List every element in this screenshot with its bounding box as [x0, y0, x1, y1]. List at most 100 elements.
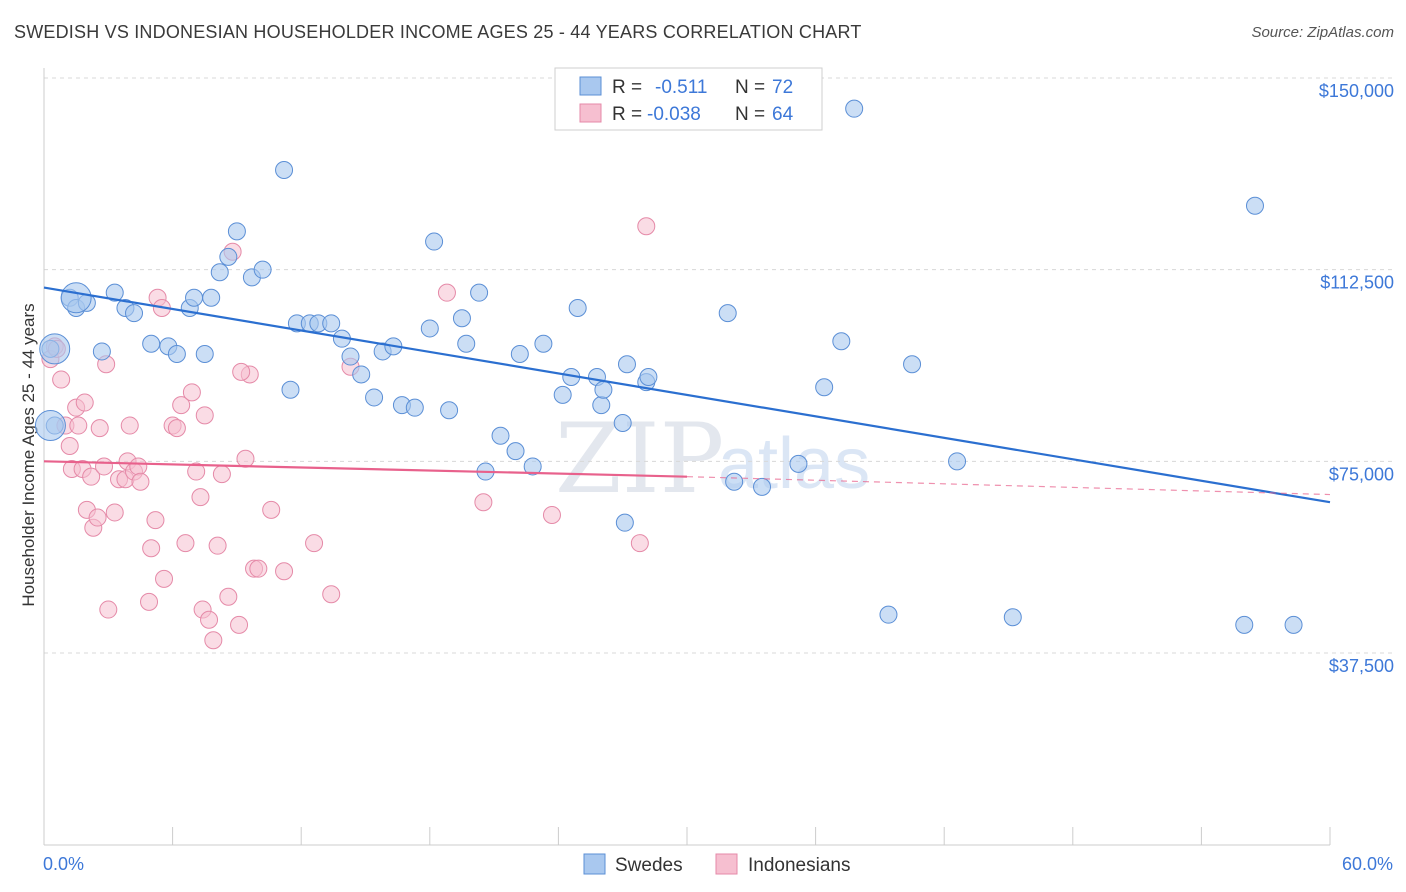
legend-swedes-r-value: -0.511 [655, 77, 707, 98]
indonesians-point [474, 493, 493, 512]
swedes-point [322, 314, 341, 333]
trend-lines [43, 286, 1331, 504]
indonesians-point [204, 631, 223, 650]
indonesians-point [230, 615, 249, 634]
legend-indonesians-n-value: 64 [772, 104, 794, 125]
swedes-point [592, 396, 611, 415]
swedes-point [615, 513, 634, 532]
swedes-point-large [60, 282, 92, 314]
legend-box: R = -0.511 N = 72 R = -0.038 N = 64 [554, 67, 823, 131]
x-tick-labels: 0.0% 60.0% [43, 854, 1393, 874]
swedes-point [470, 283, 489, 302]
indonesians-point [167, 419, 186, 438]
indonesians-point [232, 362, 251, 381]
swedes-point [594, 380, 613, 399]
indonesians-point [105, 503, 124, 522]
swedes-point [491, 426, 510, 445]
swedes-point [365, 388, 384, 407]
indonesians-point [212, 465, 231, 484]
indonesians-trend-line [43, 460, 688, 478]
indonesians-point [69, 416, 88, 435]
swedes-point-large [39, 333, 71, 365]
swedes-point [568, 299, 587, 317]
swedes-point [202, 288, 221, 307]
indonesians-point [95, 457, 114, 476]
swedes-point [553, 385, 572, 404]
indonesians-point [142, 539, 161, 558]
indonesians-point [195, 406, 214, 425]
indonesians-point [140, 592, 159, 611]
swedes-point [452, 309, 471, 328]
x-tick-label: 0.0% [43, 854, 84, 874]
bottom-legend-swedes-label: Swedes [615, 855, 683, 876]
chart-title: SWEDISH VS INDONESIAN HOUSEHOLDER INCOME… [14, 22, 862, 42]
bottom-legend-swedes-swatch [583, 853, 606, 875]
indonesians-point [208, 536, 227, 555]
swedes-point [405, 398, 424, 417]
legend-swedes-r-label: R = [612, 77, 642, 98]
legend-swedes-n-value: 72 [772, 77, 793, 98]
y-tick-labels: $37,500 $75,000 $112,500 $150,000 [1319, 81, 1394, 676]
indonesians-point [172, 396, 191, 415]
indonesians-point [637, 217, 656, 236]
bottom-legend-indonesians-swatch [715, 853, 738, 875]
swedes-point [1235, 615, 1254, 634]
indonesians-point [249, 559, 268, 578]
legend-swedes-n-label: N = [735, 77, 765, 98]
indonesians-trend-extension [686, 476, 1331, 496]
watermark-zip: ZIP [555, 403, 724, 515]
swedes-point [815, 378, 834, 397]
legend-indonesians-r-value: -0.038 [647, 104, 701, 125]
swedes-trend-line [43, 286, 1331, 504]
swedes-point [789, 454, 808, 473]
swedes-point [142, 334, 161, 353]
indonesians-point [200, 610, 219, 629]
swedes-point [253, 260, 272, 279]
indonesians-point [120, 416, 139, 435]
swedes-point [420, 319, 439, 338]
swedes-point [125, 304, 144, 323]
swedes-point [167, 345, 186, 363]
swedes-point [352, 365, 371, 384]
swedes-point [845, 99, 864, 118]
swedes-point [1284, 615, 1303, 634]
swedes-point [879, 605, 898, 624]
indonesians-point [275, 562, 294, 581]
indonesians-point [630, 534, 649, 553]
swedes-point [92, 342, 111, 361]
indonesians-point [191, 488, 210, 507]
bottom-legend-indonesians-label: Indonesians [748, 855, 850, 876]
indonesians-point [52, 370, 71, 389]
swedes-point [275, 161, 294, 179]
indonesians-point [90, 419, 109, 438]
indonesians-point [182, 383, 201, 402]
indonesians-point [88, 508, 107, 527]
swedes-point [425, 232, 444, 251]
swedes-point [440, 401, 459, 420]
legend-swedes-swatch [579, 76, 602, 96]
swedes-point [639, 368, 658, 386]
y-tick-label: $112,500 [1320, 273, 1394, 293]
y-axis-title: Householder Income Ages 25 - 44 years [19, 303, 38, 606]
swedes-point [341, 347, 360, 366]
indonesians-point [322, 585, 341, 604]
indonesians-point [146, 511, 165, 530]
indonesians-point [187, 462, 206, 481]
chart-source: Source: ZipAtlas.com [1251, 24, 1394, 41]
indonesians-point [236, 449, 255, 468]
swedes-point [725, 472, 744, 491]
swedes-point [185, 288, 204, 307]
swedes-point [753, 477, 772, 496]
y-tick-label: $37,500 [1329, 656, 1394, 676]
y-tick-label: $150,000 [1319, 81, 1394, 101]
swedes-point [105, 283, 124, 302]
swedes-point-large [34, 410, 66, 442]
indonesians-point [305, 534, 324, 553]
indonesians-point [131, 472, 150, 491]
swedes-point [718, 304, 737, 323]
legend-indonesians-r-label: R = [612, 104, 642, 125]
indonesians-point [542, 506, 561, 524]
swedes-point [832, 332, 851, 351]
legend-indonesians-swatch [579, 103, 602, 123]
indonesians-point [129, 457, 148, 476]
